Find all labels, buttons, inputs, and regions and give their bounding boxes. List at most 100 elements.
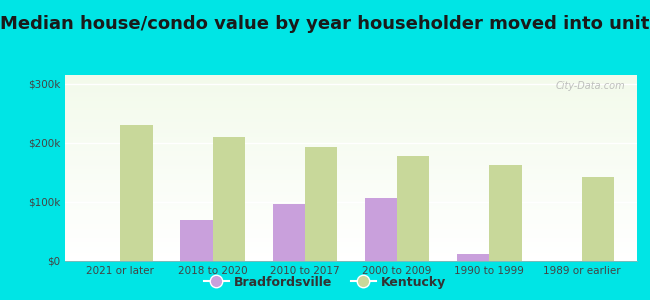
Bar <box>65 106 637 107</box>
Bar <box>65 219 637 220</box>
Bar <box>65 145 637 146</box>
Bar <box>65 190 637 191</box>
Bar <box>65 181 637 182</box>
Bar <box>65 101 637 102</box>
Bar <box>65 91 637 92</box>
Bar <box>65 236 637 237</box>
Bar <box>65 226 637 227</box>
Bar <box>65 93 637 94</box>
Bar <box>65 127 637 128</box>
Bar <box>65 242 637 243</box>
Bar <box>65 125 637 126</box>
Bar <box>489 165 522 261</box>
Bar <box>65 150 637 151</box>
Bar <box>65 192 637 193</box>
Bar <box>65 124 637 125</box>
Bar <box>65 223 637 224</box>
Bar <box>65 165 637 166</box>
Bar <box>65 109 637 110</box>
Bar <box>457 254 489 261</box>
Bar <box>65 153 637 154</box>
Bar <box>65 198 637 199</box>
Legend: Bradfordsville, Kentucky: Bradfordsville, Kentucky <box>199 271 451 294</box>
Bar <box>65 85 637 86</box>
Bar <box>65 107 637 108</box>
Bar <box>65 231 637 232</box>
Bar <box>120 125 153 261</box>
Bar <box>65 180 637 181</box>
Bar <box>65 148 637 149</box>
Bar <box>65 172 637 173</box>
Bar <box>65 182 637 183</box>
Bar <box>65 89 637 90</box>
Bar <box>65 142 637 143</box>
Bar <box>65 86 637 87</box>
Bar <box>65 152 637 153</box>
Bar <box>65 164 637 165</box>
Bar <box>65 201 637 202</box>
Bar <box>65 117 637 118</box>
Bar <box>65 205 637 206</box>
Bar <box>65 184 637 185</box>
Bar <box>65 171 637 172</box>
Bar <box>65 76 637 77</box>
Bar <box>65 147 637 148</box>
Bar <box>65 154 637 155</box>
Bar <box>65 230 637 231</box>
Bar <box>65 209 637 210</box>
Bar <box>65 238 637 239</box>
Bar <box>65 247 637 248</box>
Bar <box>65 188 637 189</box>
Text: City-Data.com: City-Data.com <box>556 81 625 91</box>
Bar <box>65 115 637 116</box>
Bar <box>65 156 637 157</box>
Bar <box>365 198 397 261</box>
Bar <box>65 183 637 184</box>
Bar <box>65 204 637 205</box>
Bar <box>65 130 637 131</box>
Bar <box>65 138 637 139</box>
Bar <box>65 252 637 253</box>
Bar <box>65 259 637 260</box>
Bar <box>65 202 637 203</box>
Bar <box>65 114 637 115</box>
Bar <box>65 135 637 136</box>
Bar <box>65 224 637 225</box>
Bar <box>65 207 637 208</box>
Bar <box>65 159 637 160</box>
Bar <box>65 141 637 142</box>
Bar <box>65 81 637 82</box>
Bar <box>65 83 637 84</box>
Text: Median house/condo value by year householder moved into unit: Median house/condo value by year househo… <box>0 15 650 33</box>
Bar <box>65 143 637 144</box>
Bar <box>65 243 637 244</box>
Bar <box>65 95 637 96</box>
Bar <box>65 217 637 218</box>
Bar <box>65 177 637 178</box>
Bar <box>65 118 637 119</box>
Bar <box>65 169 637 170</box>
Bar <box>65 232 637 233</box>
Bar <box>65 244 637 245</box>
Bar <box>65 122 637 123</box>
Bar <box>65 82 637 83</box>
Bar <box>65 197 637 198</box>
Bar <box>582 177 614 261</box>
Bar <box>65 133 637 134</box>
Bar <box>65 175 637 176</box>
Bar <box>65 170 637 171</box>
Bar <box>65 218 637 219</box>
Bar <box>65 251 637 252</box>
Bar <box>65 239 637 240</box>
Bar <box>65 139 637 140</box>
Bar <box>65 227 637 228</box>
Bar <box>65 210 637 211</box>
Bar <box>65 129 637 130</box>
Bar <box>65 158 637 159</box>
Bar <box>65 237 637 238</box>
Bar <box>65 246 637 247</box>
Bar <box>65 113 637 114</box>
Bar <box>65 116 637 117</box>
Bar <box>65 96 637 97</box>
Bar <box>65 75 637 76</box>
